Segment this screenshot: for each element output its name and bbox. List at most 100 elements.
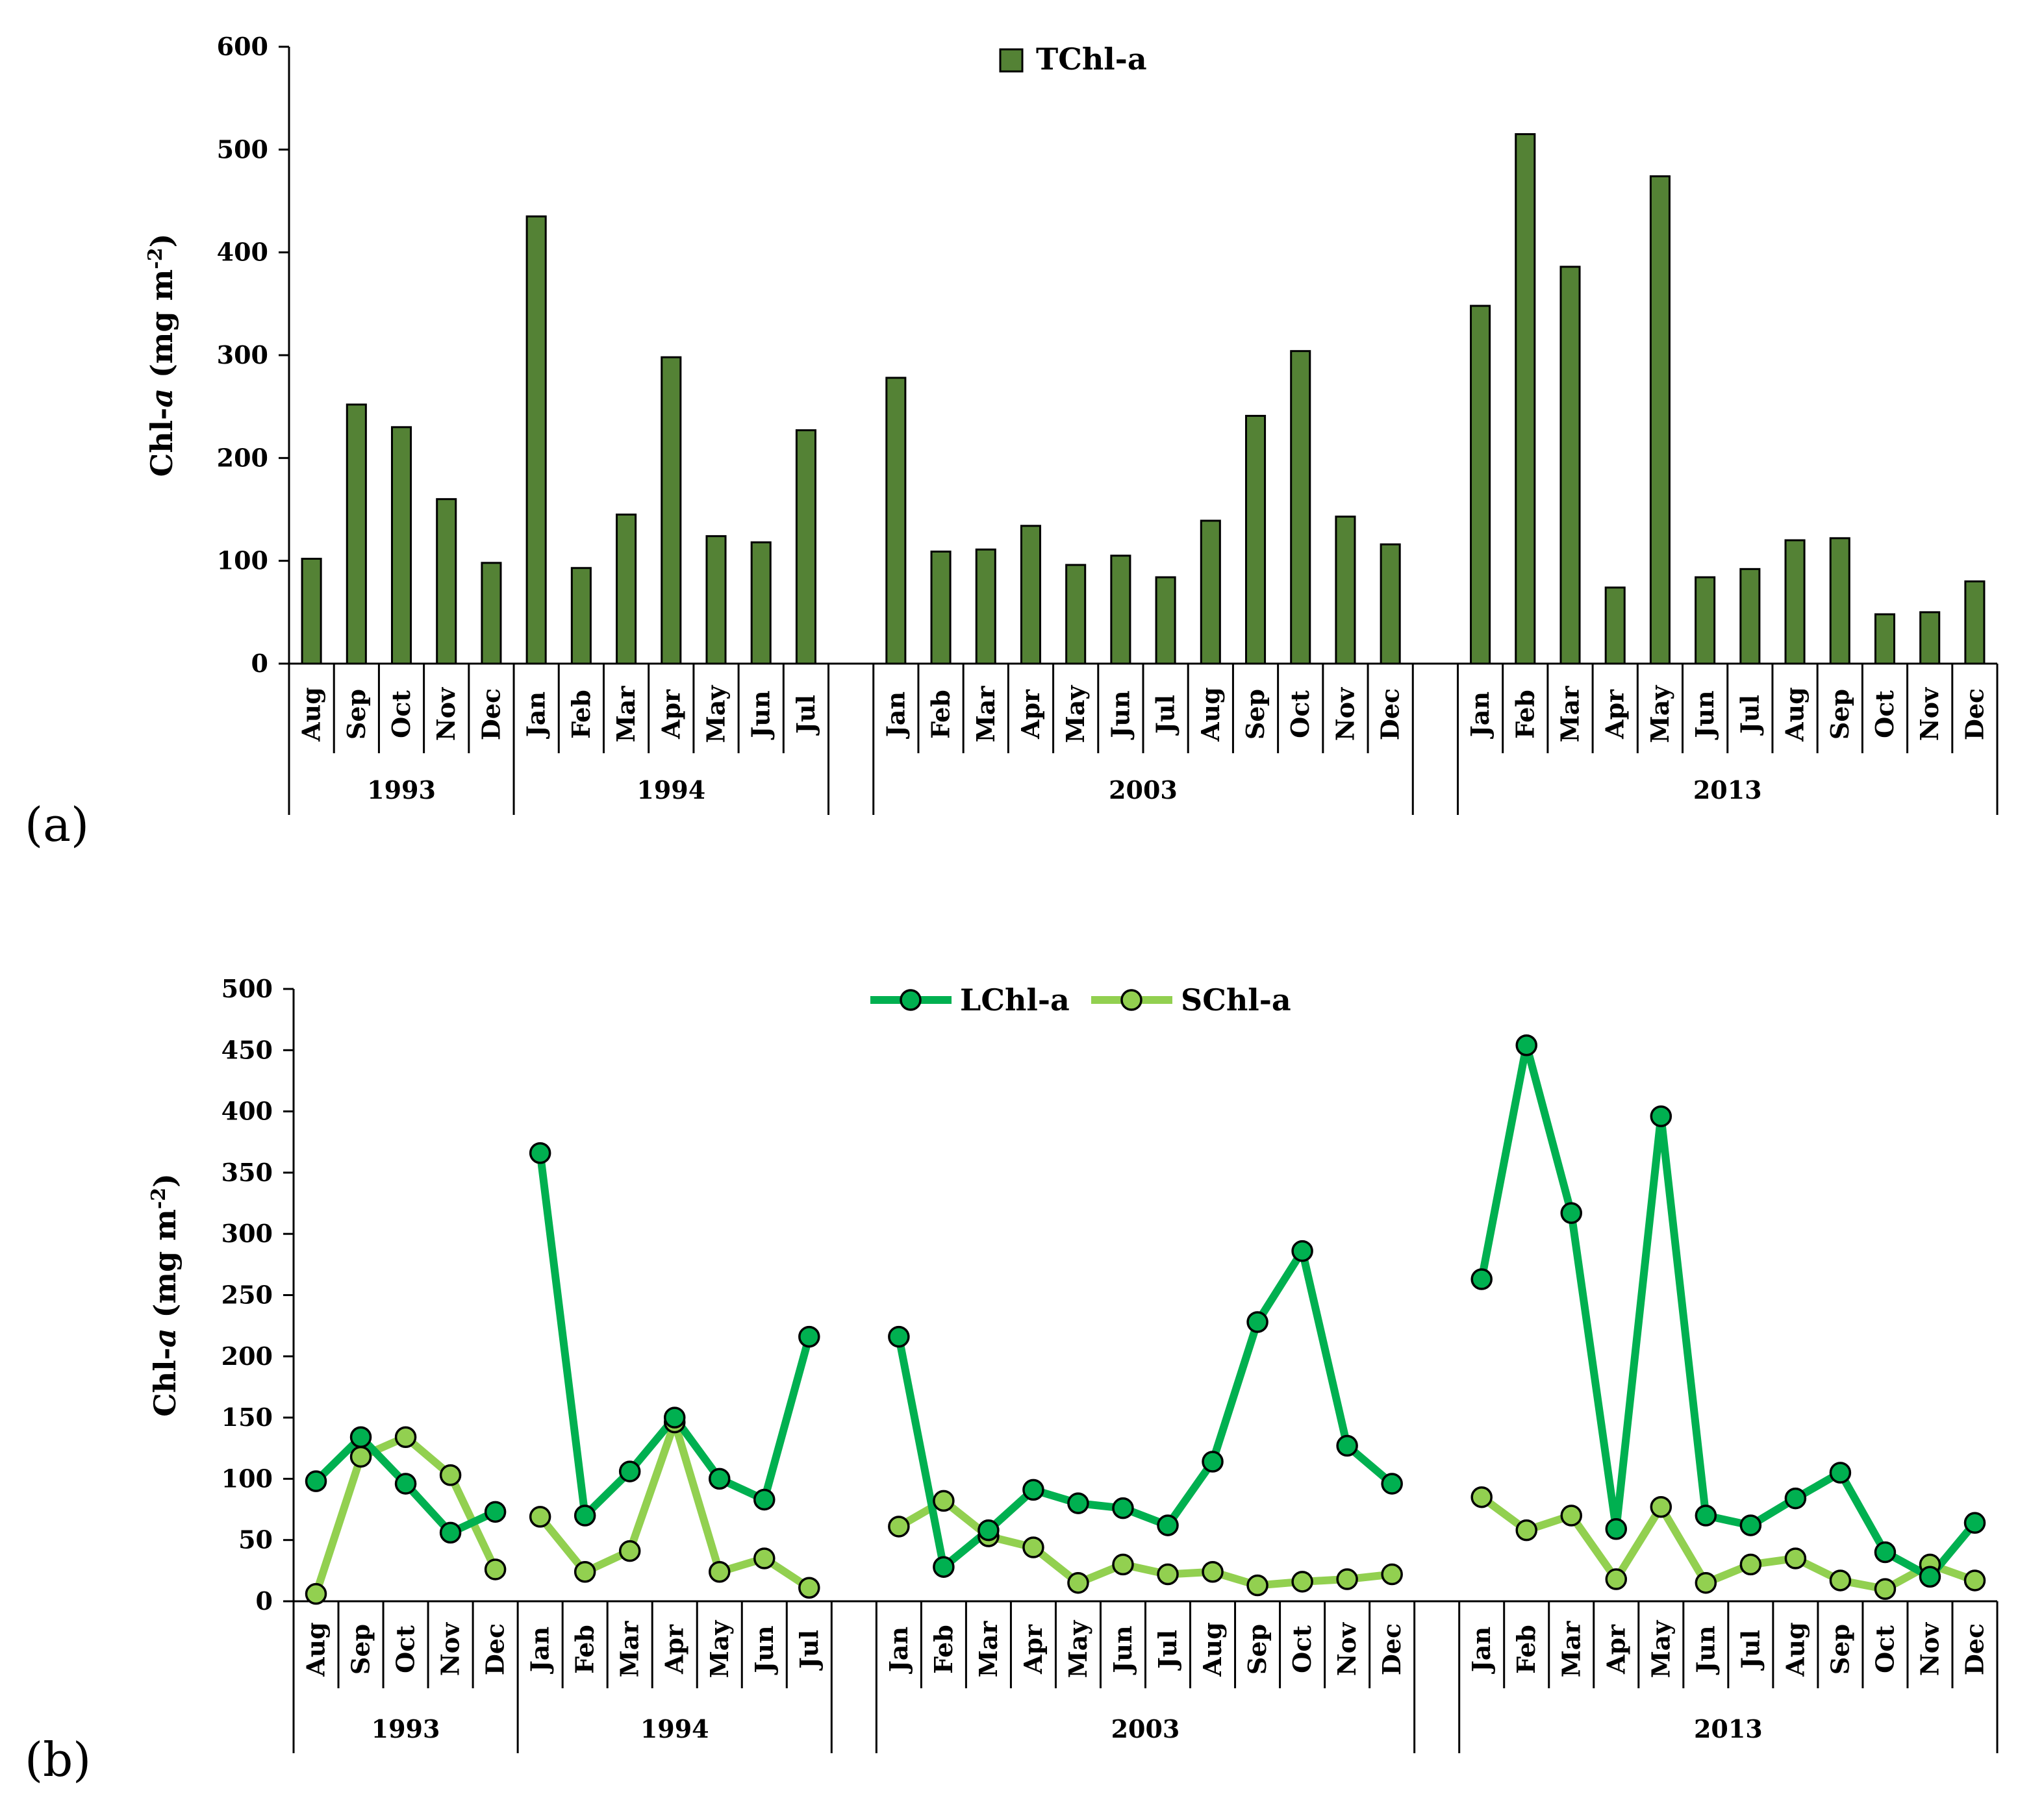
x-month-label: Aug bbox=[297, 687, 326, 742]
legend-marker-schl bbox=[1120, 989, 1142, 1011]
x-month-label: Dec bbox=[476, 688, 505, 740]
x-month-label: Jul bbox=[791, 695, 820, 736]
point-schl bbox=[1202, 1560, 1224, 1583]
point-lchl bbox=[484, 1501, 507, 1523]
point-schl bbox=[305, 1582, 327, 1605]
x-month-label: Aug bbox=[1196, 687, 1225, 742]
point-lchl bbox=[305, 1470, 327, 1492]
x-month-label: Dec bbox=[1960, 1623, 1989, 1675]
y-tick-label: 200 bbox=[221, 1342, 273, 1371]
point-schl bbox=[798, 1577, 820, 1599]
bar-tchl bbox=[1964, 580, 1986, 665]
x-month-label: Oct bbox=[1287, 1625, 1317, 1673]
point-lchl bbox=[1515, 1034, 1537, 1056]
point-lchl bbox=[978, 1519, 1000, 1542]
x-month-label: Jun bbox=[1105, 690, 1135, 740]
x-month-label: Oct bbox=[1870, 1625, 1899, 1673]
point-lchl bbox=[529, 1142, 551, 1164]
y-axis-title-italic: a bbox=[147, 1328, 183, 1347]
bar-tchl bbox=[1515, 133, 1536, 665]
x-month-label: Nov bbox=[1332, 1621, 1361, 1676]
x-month-label: Feb bbox=[566, 690, 596, 739]
point-lchl bbox=[753, 1488, 776, 1511]
x-month-label: Jan bbox=[1467, 1627, 1496, 1674]
x-month-label: Mar bbox=[974, 1621, 1003, 1678]
point-lchl bbox=[933, 1556, 955, 1578]
x-month-label: Nov bbox=[1915, 1621, 1944, 1676]
x-month-label: Apr bbox=[1600, 689, 1630, 740]
x-month-label: Nov bbox=[431, 686, 461, 741]
x-month-label: Aug bbox=[1780, 1622, 1810, 1677]
point-schl bbox=[1650, 1496, 1672, 1518]
x-month-label: Jun bbox=[1690, 690, 1719, 740]
y-axis-title-units: (mg m bbox=[144, 269, 179, 388]
x-month-label: Sep bbox=[1825, 689, 1854, 740]
point-schl bbox=[1157, 1563, 1179, 1586]
x-month-label: Nov bbox=[1330, 686, 1359, 741]
x-month-label: Jul bbox=[794, 1630, 824, 1671]
x-month-label: Jan bbox=[525, 1627, 555, 1674]
point-schl bbox=[574, 1560, 596, 1583]
y-axis-title-close: ) bbox=[147, 1173, 183, 1188]
point-lchl bbox=[1829, 1462, 1852, 1484]
bar-tchl bbox=[1739, 568, 1761, 665]
x-month-label: Jan bbox=[1465, 692, 1495, 739]
x-month-label: Jul bbox=[1735, 695, 1764, 736]
x-month-label: Feb bbox=[929, 1625, 958, 1674]
x-month-label: Feb bbox=[1511, 1625, 1541, 1674]
bar-tchl bbox=[346, 403, 367, 665]
x-month-label: Mar bbox=[971, 686, 1000, 743]
x-month-label: Feb bbox=[570, 1625, 599, 1674]
point-lchl bbox=[798, 1325, 820, 1348]
legend-label-lchl: LChl-a bbox=[960, 982, 1070, 1018]
y-axis-title-sup: -2 bbox=[144, 247, 167, 269]
point-lchl bbox=[349, 1426, 372, 1449]
point-lchl bbox=[1112, 1497, 1134, 1519]
x-year-label: 1994 bbox=[637, 775, 705, 805]
point-schl bbox=[1291, 1571, 1313, 1593]
x-month-label: Oct bbox=[386, 690, 416, 738]
panel-b-chart: 0 50 100 150 200 250 300 350 400 450 500 Chl-a (mg … bbox=[147, 974, 1999, 1753]
y-axis-title-text: Chl- bbox=[147, 1347, 183, 1417]
x-month-label: Apr bbox=[1601, 1624, 1630, 1675]
x-year-label: 2013 bbox=[1693, 775, 1762, 805]
x-month-label: Jul bbox=[1735, 1630, 1765, 1671]
y-tick-label: 450 bbox=[221, 1035, 273, 1064]
point-lchl bbox=[1605, 1517, 1628, 1540]
y-axis-title-sup: -2 bbox=[147, 1188, 170, 1209]
x-month-label: Jun bbox=[746, 690, 776, 740]
x-month-label: Jan bbox=[881, 692, 910, 739]
x-month-label: Sep bbox=[1825, 1624, 1854, 1675]
point-lchl bbox=[1919, 1566, 1941, 1588]
x-month-label: Nov bbox=[1915, 686, 1944, 741]
point-lchl bbox=[439, 1521, 462, 1544]
point-schl bbox=[618, 1540, 641, 1562]
bar-tchl bbox=[1695, 576, 1716, 665]
legend-swatch-tchl bbox=[999, 48, 1024, 73]
bar-tchl bbox=[885, 377, 907, 665]
y-tick-label: 500 bbox=[221, 974, 273, 1003]
bar-tchl bbox=[481, 562, 502, 665]
x-month-label: Mar bbox=[1556, 1621, 1585, 1678]
point-lchl bbox=[1650, 1105, 1672, 1127]
bar-tchl bbox=[930, 550, 952, 665]
point-lchl bbox=[618, 1460, 641, 1482]
x-month-label: Sep bbox=[1243, 1624, 1272, 1675]
x-month-label: Apr bbox=[660, 1624, 689, 1675]
legend-label-schl: SChl-a bbox=[1181, 982, 1291, 1018]
point-schl bbox=[1695, 1571, 1717, 1594]
bar-tchl bbox=[1200, 519, 1221, 665]
y-tick-label: 400 bbox=[221, 1097, 273, 1126]
y-axis-title-units: (mg m bbox=[147, 1209, 183, 1328]
y-axis-title: Chl-a (mg m-2) bbox=[144, 234, 179, 477]
x-month-label: Dec bbox=[481, 1623, 510, 1675]
panel-b-label: (b) bbox=[25, 1732, 91, 1787]
x-month-label: Oct bbox=[1285, 690, 1315, 738]
point-schl bbox=[1470, 1486, 1493, 1508]
point-lchl bbox=[1470, 1268, 1493, 1290]
x-month-label: Oct bbox=[391, 1625, 420, 1673]
point-schl bbox=[1515, 1519, 1537, 1542]
point-schl bbox=[1829, 1569, 1852, 1592]
y-axis-title-text: Chl- bbox=[144, 408, 179, 477]
